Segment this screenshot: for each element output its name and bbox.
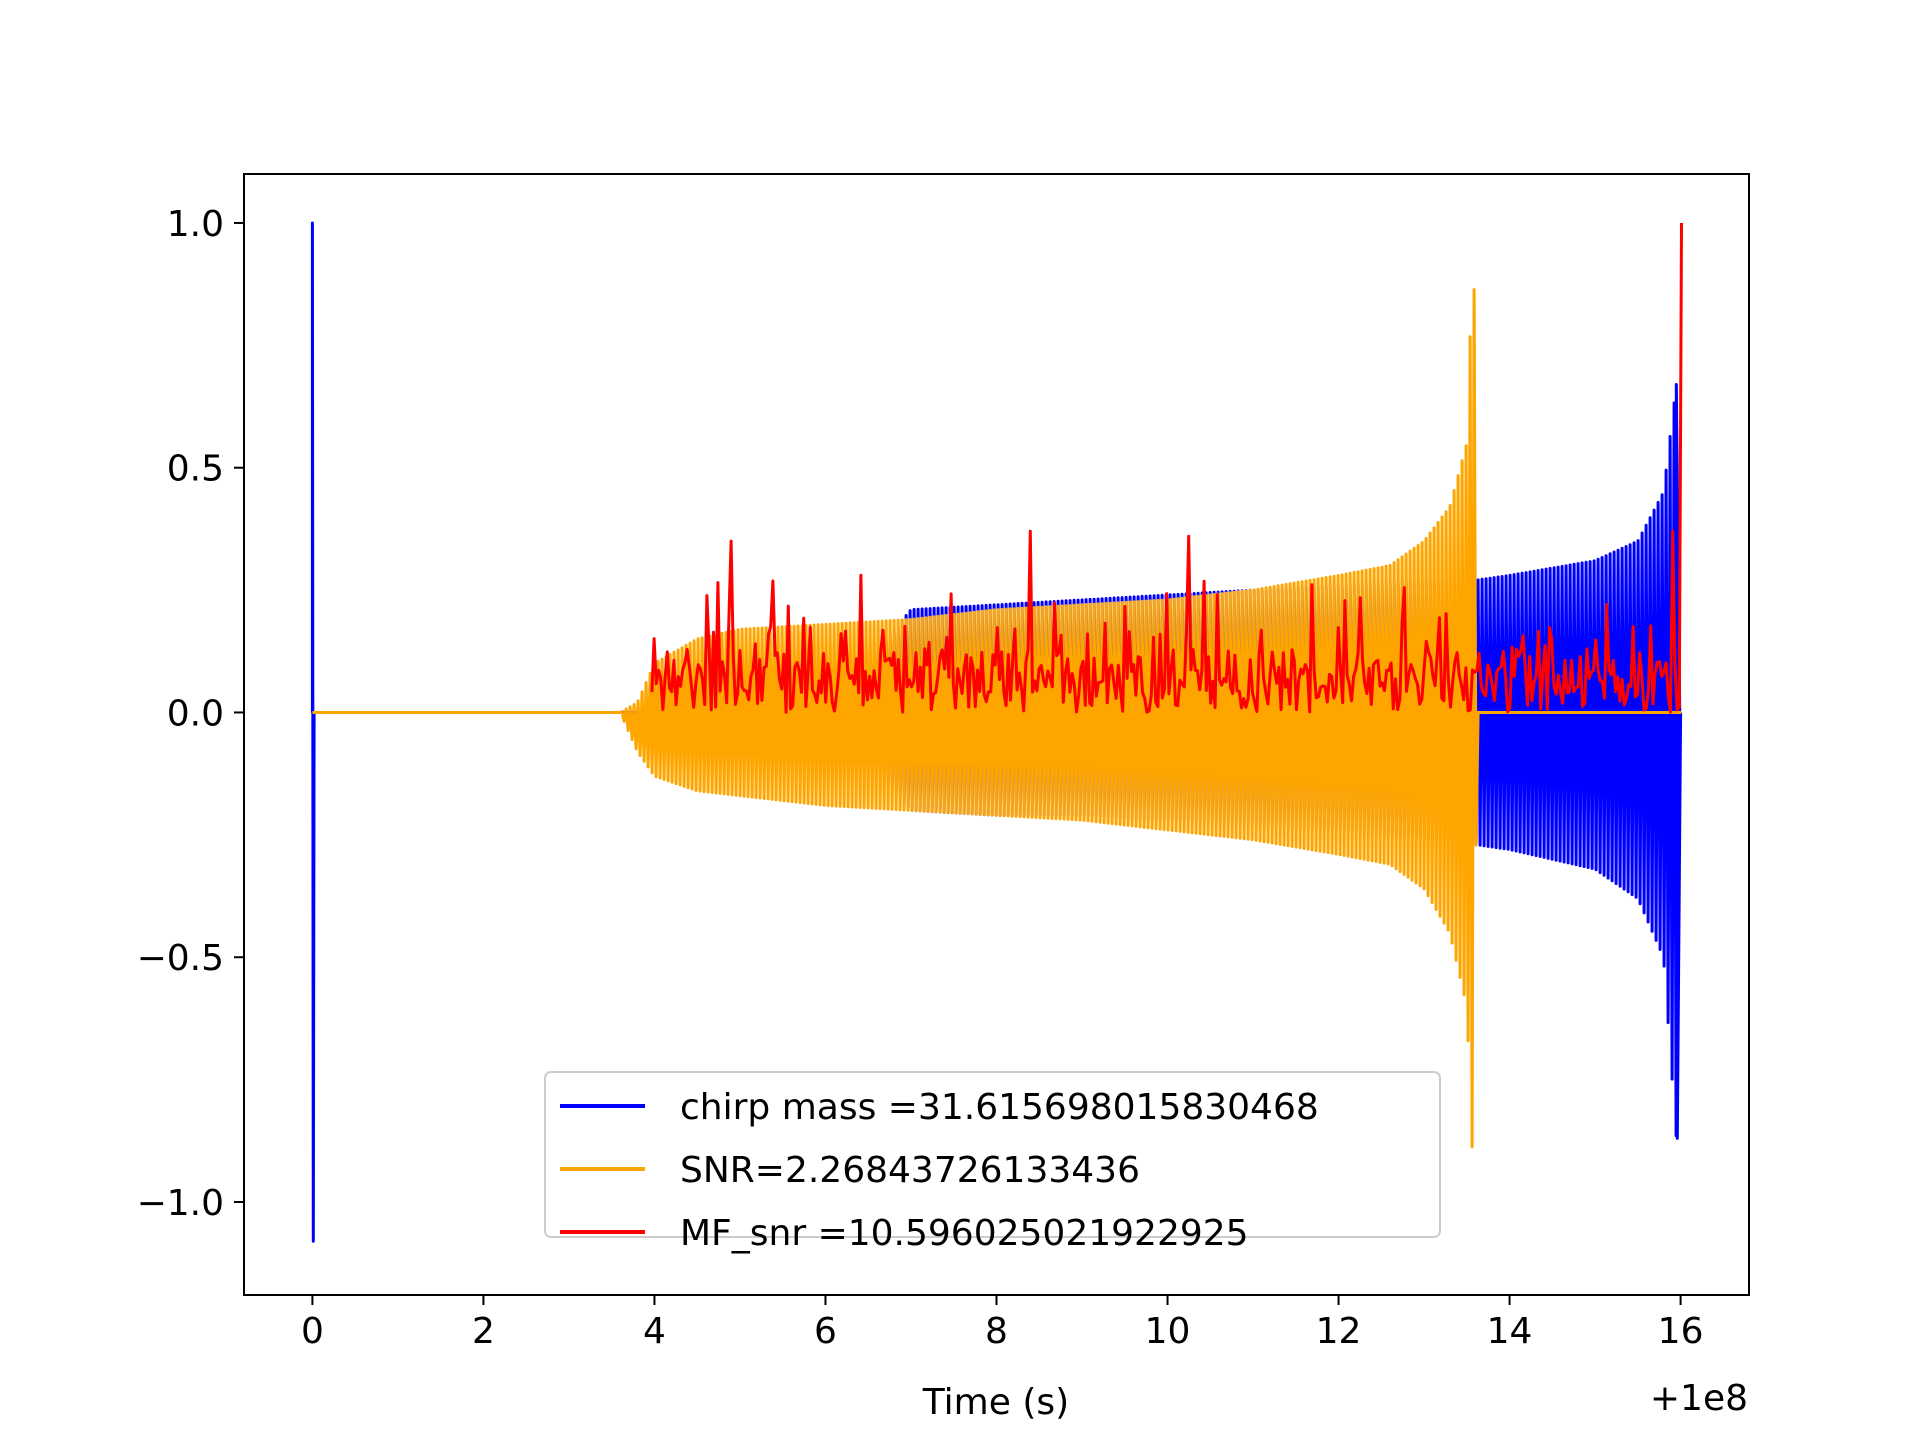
legend-entry-label: MF_snr =10.596025021922925 <box>680 1213 1249 1254</box>
x-tick-label: 10 <box>1145 1311 1191 1352</box>
y-tick-label: 0.0 <box>167 693 224 734</box>
series-layer <box>310 221 1683 1243</box>
y-tick-label: 1.0 <box>167 204 224 245</box>
legend-entry-label: chirp mass =31.615698015830468 <box>680 1087 1319 1128</box>
x-tick-label: 14 <box>1487 1311 1533 1352</box>
y-tick-label: −0.5 <box>137 938 224 979</box>
x-tick-label: 6 <box>814 1311 837 1352</box>
series-line-2 <box>312 288 1682 1149</box>
x-axis-ticks: 0 2 4 6 8 10 12 14 16 <box>301 1295 1704 1352</box>
legend-box <box>544 1071 1441 1238</box>
x-axis-offset-label: +1e8 <box>1650 1378 1748 1419</box>
x-axis-label: Time (s) <box>922 1382 1069 1423</box>
x-tick-label: 8 <box>985 1311 1008 1352</box>
x-tick-label: 16 <box>1658 1311 1704 1352</box>
legend-entry-label: SNR=2.26843726133436 <box>680 1150 1140 1191</box>
x-tick-label: 0 <box>301 1311 324 1352</box>
x-tick-label: 12 <box>1316 1311 1362 1352</box>
x-tick-label: 4 <box>643 1311 666 1352</box>
series-line-3 <box>650 222 1683 714</box>
x-tick-label: 2 <box>472 1311 495 1352</box>
legend: chirp mass =31.615698015830468 SNR=2.2684… <box>544 1071 1441 1254</box>
y-tick-label: 0.5 <box>167 449 224 490</box>
y-tick-label: −1.0 <box>137 1183 224 1224</box>
y-axis-ticks: −1.0 −0.5 0.0 0.5 1.0 <box>137 204 244 1224</box>
